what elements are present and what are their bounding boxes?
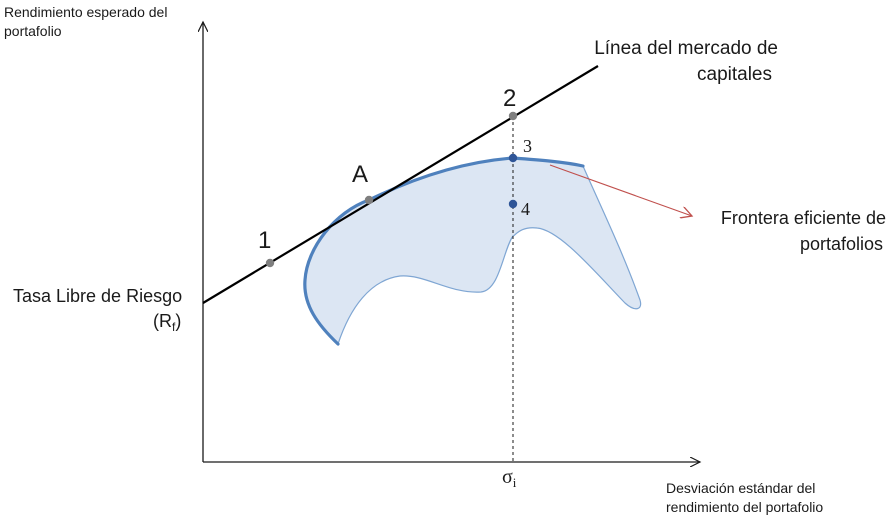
point-a-label: A: [352, 161, 368, 188]
y-axis-label-line2: portafolio: [4, 23, 62, 39]
x-axis-label-line2: rendimiento del portafolio: [666, 499, 823, 515]
point-2-label: 2: [503, 85, 516, 112]
sigma-subscript: i: [513, 475, 517, 490]
x-axis-label-line1: Desviación estándar del: [666, 480, 815, 496]
sigma-symbol: σ: [502, 466, 513, 488]
point-1-marker: [265, 258, 275, 268]
risk-free-close: ): [175, 311, 181, 331]
frontier-label-line2: portafolios: [800, 234, 883, 254]
y-axis-label-line1: Rendimiento esperado del: [4, 4, 167, 20]
point-4-label: 4: [521, 199, 530, 219]
frontier-label-arrow: [549, 164, 692, 216]
cml-label-line1: Línea del mercado de: [594, 38, 778, 59]
point-3-label: 3: [523, 136, 532, 156]
risk-free-label-line1: Tasa Libre de Riesgo: [13, 286, 182, 306]
point-3-marker: [508, 153, 518, 163]
cml-label-line2: capitales: [697, 64, 772, 85]
frontier-label-line1: Frontera eficiente de: [721, 208, 886, 228]
risk-free-open: (R: [153, 311, 172, 331]
point-a-marker: [364, 195, 374, 205]
risk-free-sub: f: [172, 320, 176, 334]
point-4-marker: [508, 199, 518, 209]
x-tick-sigma-i: σi: [502, 466, 517, 490]
risk-free-label-line2: (Rf): [153, 311, 181, 334]
point-2-marker: [508, 111, 518, 121]
point-1-label: 1: [258, 227, 271, 254]
